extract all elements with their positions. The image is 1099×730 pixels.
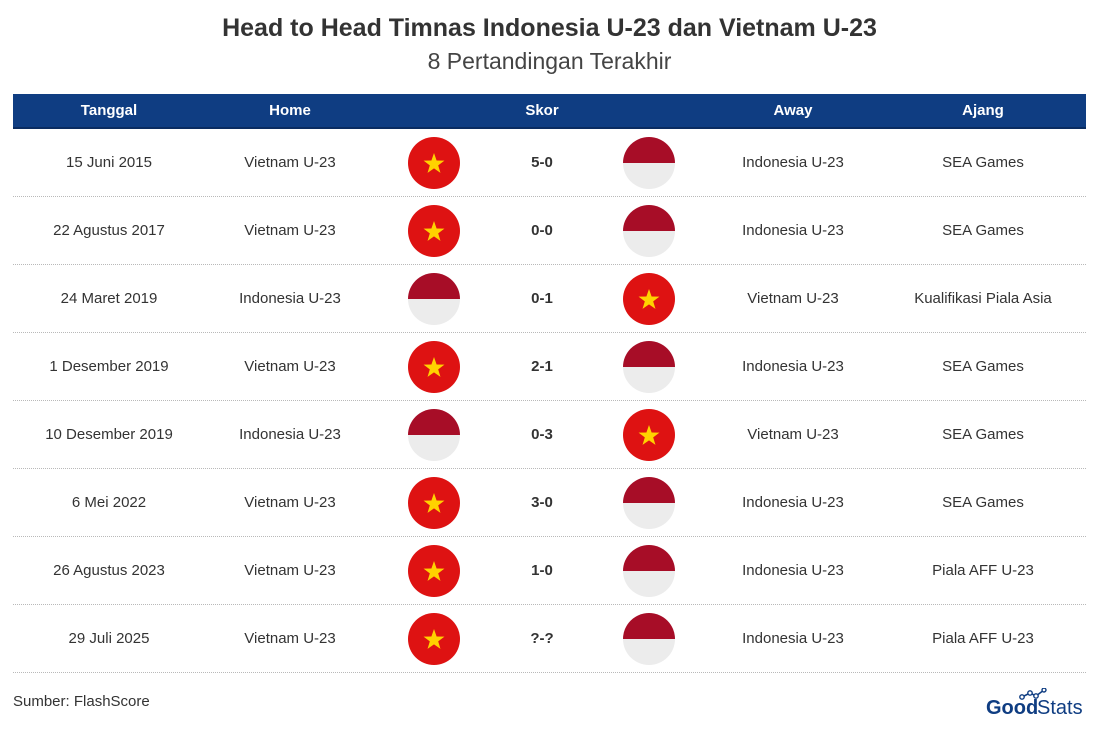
column-header-competition: Ajang [962, 102, 1004, 119]
away-team: Indonesia U-23 [742, 222, 844, 239]
match-score: 1-0 [531, 562, 553, 579]
away-team: Vietnam U-23 [747, 426, 839, 443]
home-team: Indonesia U-23 [239, 426, 341, 443]
goodstats-logo-mark: Good Stats [986, 687, 1083, 719]
match-date: 29 Juli 2025 [68, 630, 150, 647]
indonesia-flag-icon [623, 341, 675, 393]
match-date: 10 Desember 2019 [45, 426, 173, 443]
table-row: 15 Juni 2015 Vietnam U-23 5-0 Indonesia U-2… [13, 129, 1086, 197]
vietnam-flag-icon [623, 273, 675, 325]
source-note: Sumber: FlashScore [13, 693, 150, 710]
competition: SEA Games [942, 222, 1024, 239]
home-team: Indonesia U-23 [239, 290, 341, 307]
match-score: 0-0 [531, 222, 553, 239]
table-row: 24 Maret 2019 Indonesia U-23 0-1 Vietnam U-… [13, 265, 1086, 333]
away-team: Vietnam U-23 [747, 290, 839, 307]
svg-text:Good: Good [986, 697, 1038, 718]
table-header: Tanggal Home Skor Away Ajang [13, 94, 1086, 129]
away-team: Indonesia U-23 [742, 630, 844, 647]
competition: SEA Games [942, 358, 1024, 375]
vietnam-flag-icon [408, 205, 460, 257]
chart-title: Head to Head Timnas Indonesia U-23 dan V… [222, 14, 877, 42]
indonesia-flag-icon [623, 545, 675, 597]
vietnam-flag-icon [408, 613, 460, 665]
home-team: Vietnam U-23 [244, 154, 336, 171]
svg-text:Stats: Stats [1037, 697, 1083, 718]
column-header-date: Tanggal [80, 102, 138, 119]
home-team: Vietnam U-23 [244, 562, 336, 579]
indonesia-flag-icon [623, 477, 675, 529]
match-score: 2-1 [531, 358, 553, 375]
table-body: 15 Juni 2015 Vietnam U-23 5-0 Indonesia U-2… [13, 129, 1086, 673]
indonesia-flag-icon [408, 409, 460, 461]
table-row: 1 Desember 2019 Vietnam U-23 2-1 Indonesia … [13, 333, 1086, 401]
match-score: 0-1 [531, 290, 553, 307]
match-date: 1 Desember 2019 [49, 358, 169, 375]
table-row: 29 Juli 2025 Vietnam U-23 ?-? Indonesia U-2… [13, 605, 1086, 673]
match-date: 15 Juni 2015 [66, 154, 152, 171]
match-date: 22 Agustus 2017 [53, 222, 165, 239]
match-date: 6 Mei 2022 [71, 494, 147, 511]
indonesia-flag-icon [623, 205, 675, 257]
vietnam-flag-icon [623, 409, 675, 461]
table-row: 22 Agustus 2017 Vietnam U-23 0-0 Indonesia … [13, 197, 1086, 265]
indonesia-flag-icon [408, 273, 460, 325]
indonesia-flag-icon [623, 613, 675, 665]
away-team: Indonesia U-23 [742, 562, 844, 579]
competition: SEA Games [942, 154, 1024, 171]
match-score: ?-? [530, 630, 554, 647]
home-team: Vietnam U-23 [244, 630, 336, 647]
vietnam-flag-icon [408, 137, 460, 189]
away-team: Indonesia U-23 [742, 494, 844, 511]
match-score: 5-0 [531, 154, 553, 171]
head-to-head-table: Tanggal Home Skor Away Ajang 15 Juni 201… [13, 94, 1086, 673]
away-team: Indonesia U-23 [742, 154, 844, 171]
competition: SEA Games [942, 426, 1024, 443]
column-header-score: Skor [525, 102, 559, 119]
table-row: 10 Desember 2019 Indonesia U-23 0-3 Vietnam… [13, 401, 1086, 469]
home-team: Vietnam U-23 [244, 494, 336, 511]
competition: Piala AFF U-23 [932, 630, 1034, 647]
competition: SEA Games [942, 494, 1024, 511]
vietnam-flag-icon [408, 545, 460, 597]
home-team: Vietnam U-23 [244, 358, 336, 375]
table-row: 6 Mei 2022 Vietnam U-23 3-0 Indonesia U-23 S… [13, 469, 1086, 537]
chart-subtitle: 8 Pertandingan Terakhir [427, 48, 672, 74]
match-score: 3-0 [531, 494, 553, 511]
indonesia-flag-icon [623, 137, 675, 189]
home-team: Vietnam U-23 [244, 222, 336, 239]
competition: Kualifikasi Piala Asia [914, 290, 1052, 307]
match-date: 26 Agustus 2023 [53, 562, 165, 579]
vietnam-flag-icon [408, 341, 460, 393]
goodstats-logo: Good Stats [986, 687, 1088, 719]
column-header-home: Home [269, 102, 311, 119]
table-row: 26 Agustus 2023 Vietnam U-23 1-0 Indonesia … [13, 537, 1086, 605]
away-team: Indonesia U-23 [742, 358, 844, 375]
vietnam-flag-icon [408, 477, 460, 529]
match-score: 0-3 [531, 426, 553, 443]
competition: Piala AFF U-23 [932, 562, 1034, 579]
match-date: 24 Maret 2019 [60, 290, 158, 307]
column-header-away: Away [773, 102, 813, 119]
